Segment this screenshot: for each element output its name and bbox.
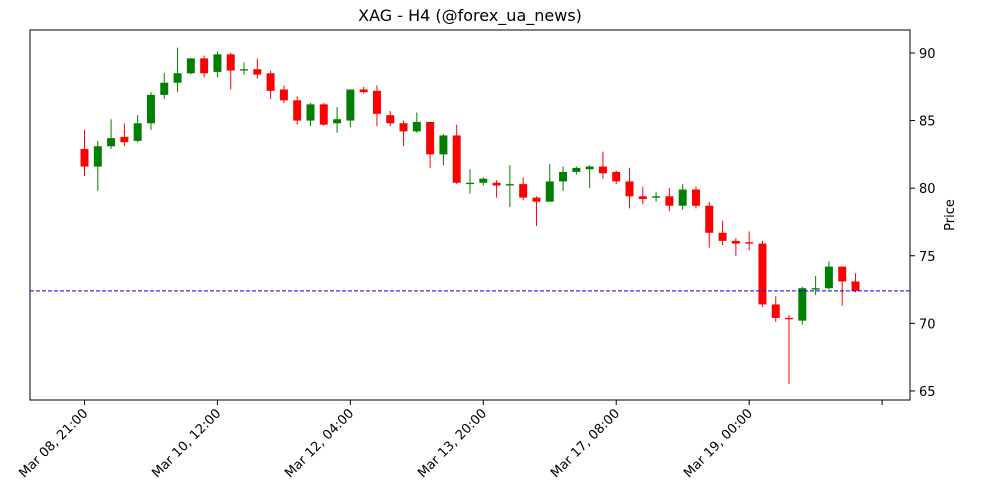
candle-body: [545, 181, 554, 202]
x-tick-label: Mar 13, 20:00: [415, 406, 490, 481]
candle-body: [346, 89, 355, 121]
candle-body: [306, 104, 315, 121]
candle-body: [466, 182, 474, 185]
candle-body: [146, 94, 155, 124]
candle-body: [758, 243, 767, 305]
candle-body: [625, 181, 634, 197]
candle-body: [691, 189, 700, 206]
candle-body: [240, 69, 249, 71]
chart-title: XAG - H4 (@forex_ua_news): [358, 6, 582, 26]
candle-body: [731, 240, 740, 244]
candle-body: [811, 288, 820, 290]
candle-body: [559, 171, 568, 182]
candle-body: [412, 121, 421, 132]
candle-body: [665, 196, 674, 206]
candle-body: [319, 104, 328, 125]
candle-body: [519, 184, 528, 198]
candle-body: [173, 73, 182, 83]
candle-body: [612, 171, 621, 182]
plot-frame: [29, 29, 911, 401]
y-tick-label: 65: [919, 385, 936, 400]
candle-body: [399, 123, 408, 132]
candle-body: [359, 89, 368, 93]
candle-body: [824, 266, 833, 289]
candle-body: [785, 317, 794, 320]
candle-body: [479, 178, 488, 183]
candle-body: [598, 166, 607, 174]
y-axis-label: Price: [943, 199, 958, 231]
candle-body: [771, 304, 780, 318]
y-tick-label: 90: [919, 47, 936, 62]
candle-body: [652, 196, 661, 198]
candle-body: [851, 281, 860, 291]
y-tick-label: 70: [919, 317, 936, 332]
candle-body: [492, 182, 501, 186]
candle-body: [426, 121, 435, 155]
candle-body: [745, 242, 754, 244]
candle-body: [120, 136, 129, 143]
x-tick-label: Mar 08, 21:00: [16, 406, 91, 481]
candle-body: [532, 197, 541, 202]
candle-body: [293, 100, 302, 121]
candle-body: [838, 266, 847, 282]
x-tick-label: Mar 17, 08:00: [548, 406, 623, 481]
candle-body: [585, 166, 594, 170]
candle-body: [133, 123, 142, 141]
y-tick-label: 80: [919, 182, 936, 197]
candle-body: [160, 82, 169, 95]
candle-body: [80, 148, 89, 167]
y-tick-label: 75: [919, 250, 936, 265]
candle-body: [253, 69, 262, 75]
candle-body: [213, 54, 222, 72]
candle-body: [505, 184, 514, 186]
candle-body: [93, 146, 102, 167]
x-tick-label: Mar 12, 04:00: [282, 406, 357, 481]
candle-body: [452, 135, 461, 183]
candle-body: [200, 58, 209, 74]
candle-body: [386, 115, 395, 124]
y-tick-label: 85: [919, 115, 936, 130]
candle-body: [279, 89, 288, 101]
candle-body: [439, 135, 448, 155]
candle-body: [333, 119, 342, 124]
x-tick-label: Mar 19, 00:00: [681, 406, 756, 481]
candle-body: [226, 54, 235, 71]
candle-body: [266, 73, 275, 91]
candle-body: [705, 205, 714, 233]
candle-body: [372, 90, 381, 114]
candle-body: [186, 58, 195, 74]
x-tick-label: Mar 10, 12:00: [149, 406, 224, 481]
candle-body: [107, 138, 116, 147]
candle-body: [638, 196, 647, 199]
candle-body: [718, 232, 727, 241]
candle-body: [572, 167, 581, 172]
candle-body: [798, 288, 807, 321]
candle-body: [678, 189, 687, 206]
